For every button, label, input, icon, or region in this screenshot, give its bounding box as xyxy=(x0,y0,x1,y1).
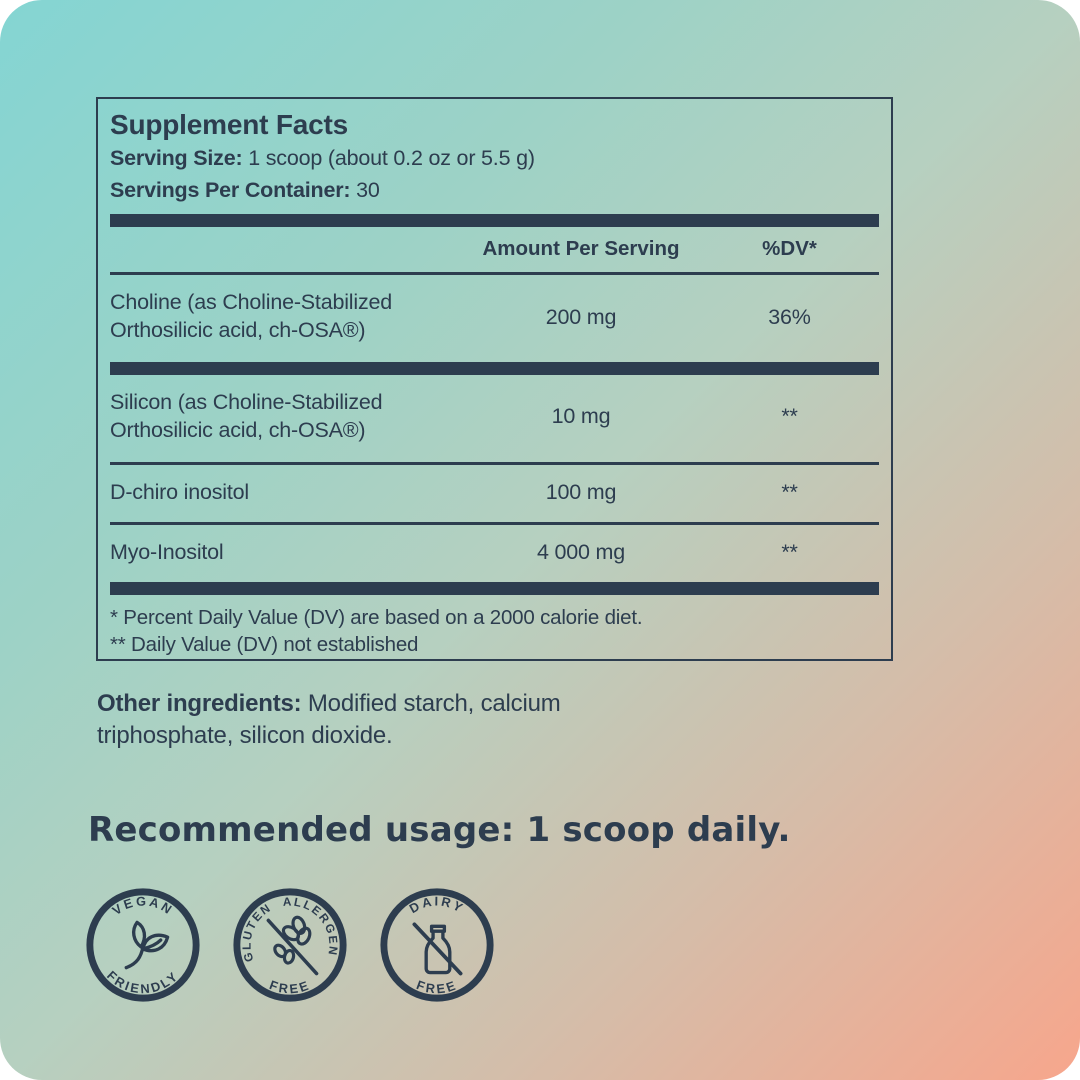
divider-thick xyxy=(110,581,879,595)
table-row: Silicon (as Choline-Stabilized Orthosili… xyxy=(110,375,879,462)
header-dv: %DV* xyxy=(762,237,817,261)
servings-value: 30 xyxy=(356,177,380,202)
nutrient-amount: 100 mg xyxy=(545,480,617,505)
other-ingredients-label: Other ingredients: xyxy=(97,690,302,717)
nutrient-amount: 10 mg xyxy=(551,404,611,429)
leaf-icon: VEGAN FRIENDLY xyxy=(86,888,200,1002)
servings-label: Servings Per Container: xyxy=(110,177,351,202)
other-ingredients-value: Modified starch, calcium triphosphate, s… xyxy=(97,690,561,750)
supplement-facts-panel: Supplement Facts Serving Size: 1 scoop (… xyxy=(96,97,893,661)
table-row: Myo-Inositol 4 000 mg ** xyxy=(110,525,879,582)
footnotes: * Percent Daily Value (DV) are based on … xyxy=(110,604,879,658)
dairy-free-badge: DAIRY FREE xyxy=(376,884,498,1006)
header-amount-per-serving: Amount Per Serving xyxy=(482,237,680,261)
vegan-friendly-badge: VEGAN FRIENDLY xyxy=(82,884,204,1006)
panel-title: Supplement Facts xyxy=(110,109,348,140)
svg-text:FREE: FREE xyxy=(414,977,459,996)
nutrient-name: Myo-Inositol xyxy=(110,539,224,564)
nutrient-amount: 200 mg xyxy=(545,304,617,329)
nutrient-dv: ** xyxy=(781,540,798,565)
other-ingredients: Other ingredients: Modified starch, calc… xyxy=(97,688,697,753)
divider-thin xyxy=(110,272,879,276)
recommended-usage: Recommended usage: 1 scoop daily. xyxy=(88,810,791,850)
serving-size-label: Serving Size: xyxy=(110,146,243,171)
table-row: D-chiro inositol 100 mg ** xyxy=(110,465,879,522)
milk-bottle-crossed-icon: DAIRY FREE xyxy=(380,888,494,1002)
nutrient-name: D-chiro inositol xyxy=(110,479,249,504)
footnote-dv: * Percent Daily Value (DV) are based on … xyxy=(110,605,643,629)
divider-thick xyxy=(110,361,879,375)
serving-size-line: Serving Size: 1 scoop (about 0.2 oz or 5… xyxy=(110,145,879,173)
divider-thin xyxy=(110,461,879,465)
nutrient-dv: ** xyxy=(781,404,798,429)
divider-thin xyxy=(110,521,879,525)
nutrient-dv: 36% xyxy=(768,304,811,329)
nutrient-name: Silicon (as Choline-Stabilized Orthosili… xyxy=(110,389,383,442)
svg-text:FREE: FREE xyxy=(267,977,312,996)
serving-size-value: 1 scoop (about 0.2 oz or 5.5 g) xyxy=(248,146,535,171)
table-header: Amount Per Serving %DV* xyxy=(110,227,879,272)
divider-thick xyxy=(110,214,879,228)
badge-row: VEGAN FRIENDLY GLUTEN ALLERGEN xyxy=(82,884,498,1006)
gluten-allergen-free-badge: GLUTEN ALLERGEN FREE xyxy=(229,884,351,1006)
footnote-not-established: ** Daily Value (DV) not established xyxy=(110,632,419,656)
nutrient-name: Choline (as Choline-Stabilized Orthosili… xyxy=(110,290,393,342)
servings-per-container-line: Servings Per Container: 30 xyxy=(110,177,879,205)
wheat-crossed-icon: GLUTEN ALLERGEN FREE xyxy=(233,888,347,1002)
nutrient-amount: 4 000 mg xyxy=(536,540,626,565)
nutrient-dv: ** xyxy=(781,480,798,505)
table-row: Choline (as Choline-Stabilized Orthosili… xyxy=(110,275,879,362)
svg-text:DAIRY: DAIRY xyxy=(407,893,468,916)
svg-text:GLUTEN: GLUTEN xyxy=(240,900,274,963)
